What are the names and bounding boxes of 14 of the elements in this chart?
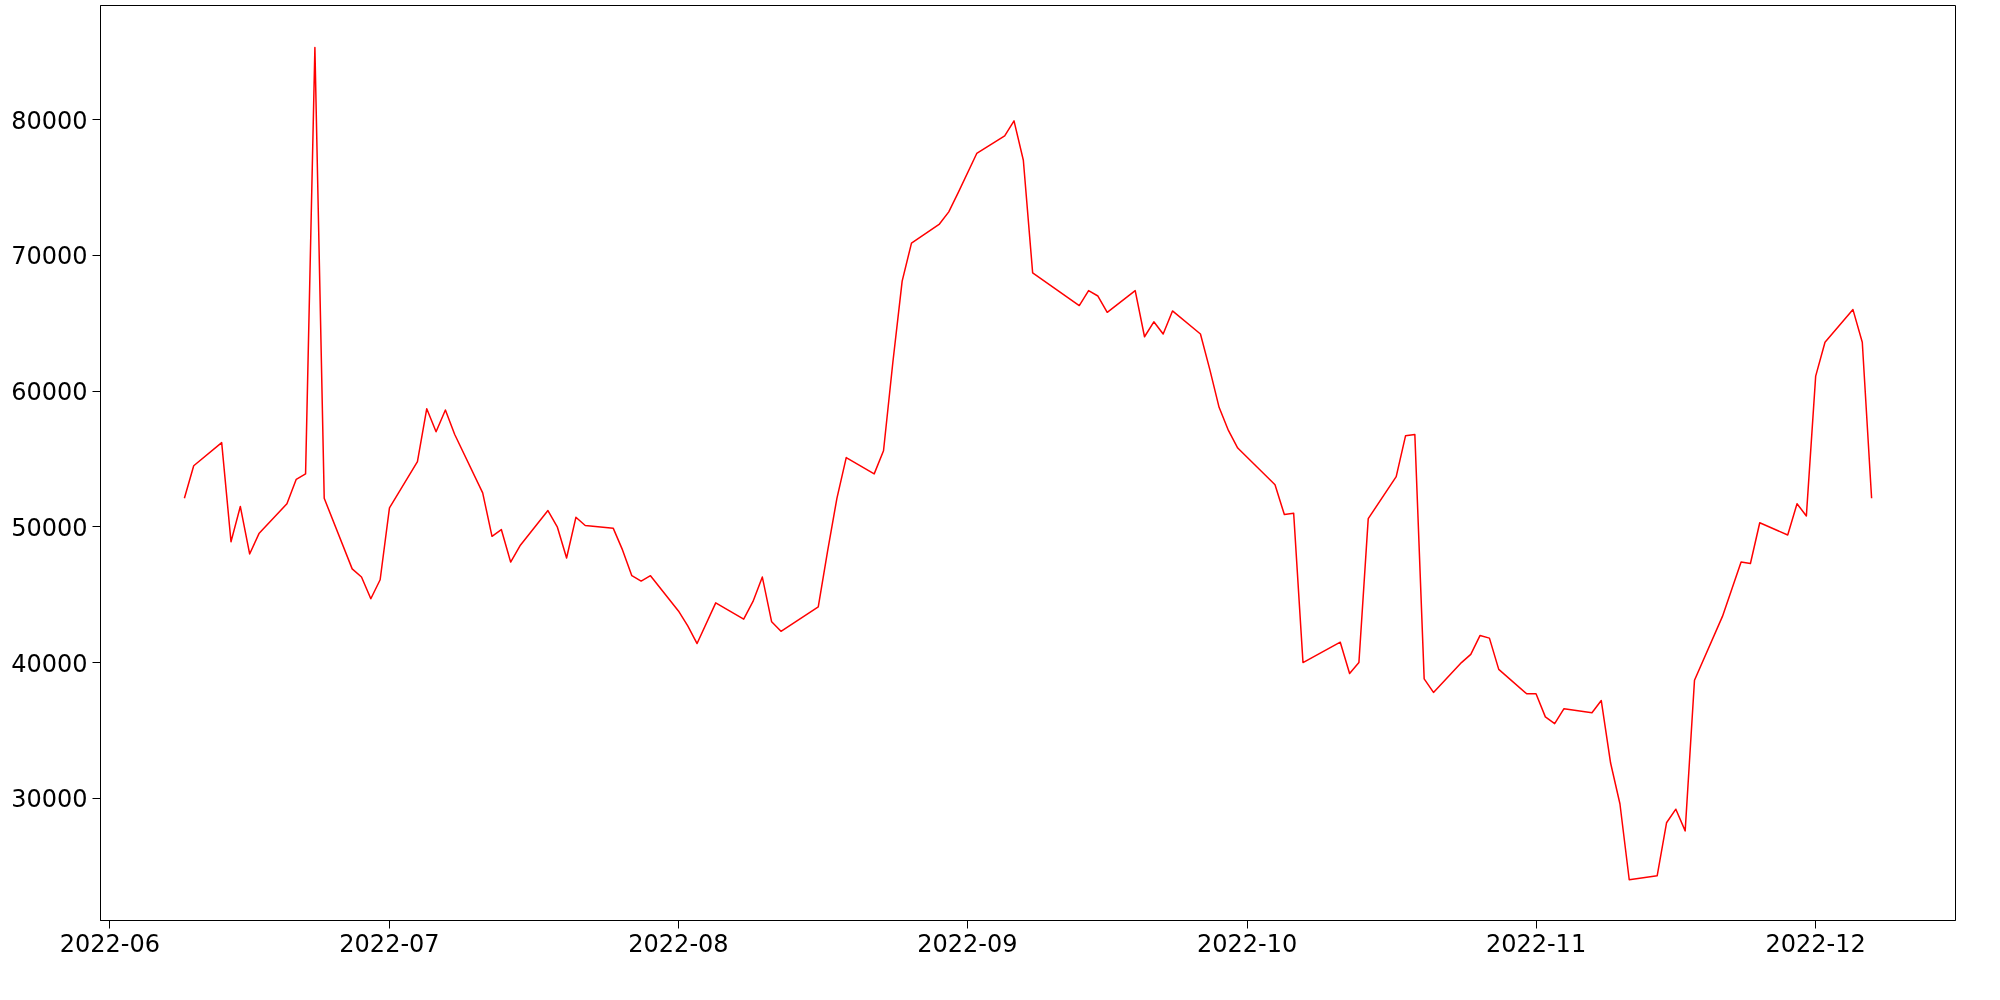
x-tick-label: 2022-11 — [1485, 929, 1587, 958]
y-tick-label: 60000 — [11, 378, 88, 407]
y-tick-label: 70000 — [11, 242, 88, 271]
x-tick-label: 2022-10 — [1196, 929, 1298, 958]
y-tick-label: 80000 — [11, 106, 88, 135]
x-tick-label: 2022-08 — [628, 929, 729, 958]
x-tick-label: 2022-12 — [1765, 929, 1866, 958]
y-tick-label: 40000 — [11, 649, 88, 678]
x-tick-label: 2022-06 — [59, 929, 160, 958]
x-tick-label: 2022-07 — [339, 929, 440, 958]
line-series — [183, 46, 1873, 881]
y-tick-label: 30000 — [11, 785, 88, 814]
x-tick-label: 2022-09 — [917, 929, 1018, 958]
y-tick-label: 50000 — [11, 513, 88, 542]
